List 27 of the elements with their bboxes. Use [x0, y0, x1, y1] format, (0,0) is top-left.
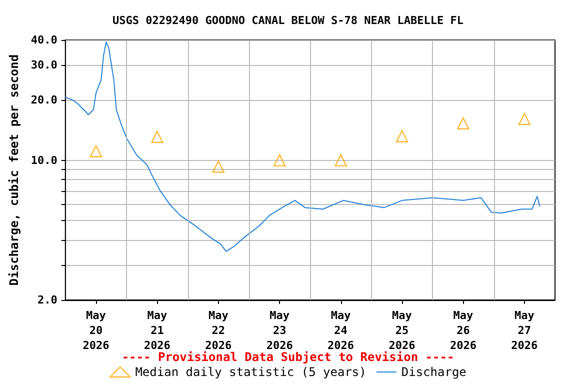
y-tick-label: 20.0 — [30, 94, 58, 107]
x-tick-label: May 22 2026 — [205, 309, 232, 352]
point — [396, 130, 408, 142]
line-series — [64, 41, 540, 252]
y-tick-label: 40.0 — [30, 34, 58, 46]
y-tick-label: 10.0 — [30, 154, 58, 167]
point — [518, 112, 530, 126]
point — [457, 117, 470, 130]
y-axis-title: Discharge, cubic feet per second — [7, 54, 21, 286]
text: ---- Provisional Data Subject to Revision ---- — [122, 350, 454, 364]
x-tick-label: May 20 2026 — [82, 309, 110, 352]
point — [334, 154, 347, 166]
x-tick-label: May 24 2026 — [328, 309, 354, 352]
x-tick-label: May 27 2026 — [511, 309, 538, 352]
point — [273, 154, 286, 166]
x-tick-label: May 23 2026 — [266, 309, 294, 352]
point — [90, 145, 102, 158]
point — [151, 130, 164, 143]
legend-label: Discharge — [401, 365, 466, 379]
legend-label: Median daily statistic (5 years) — [135, 365, 366, 379]
x-tick-label: May 26 2026 — [450, 309, 477, 352]
x-tick-label: May 21 2026 — [144, 309, 171, 352]
chart-title: USGS 02292490 GOODNO CANAL BELOW S-78 NEAR LABELLE FL — [112, 14, 464, 27]
point — [212, 160, 224, 173]
y-tick-label: 2.0 — [38, 294, 58, 306]
x-tick-label: May 25 2026 — [388, 309, 416, 352]
y-tick-label: 30.0 — [30, 58, 58, 72]
